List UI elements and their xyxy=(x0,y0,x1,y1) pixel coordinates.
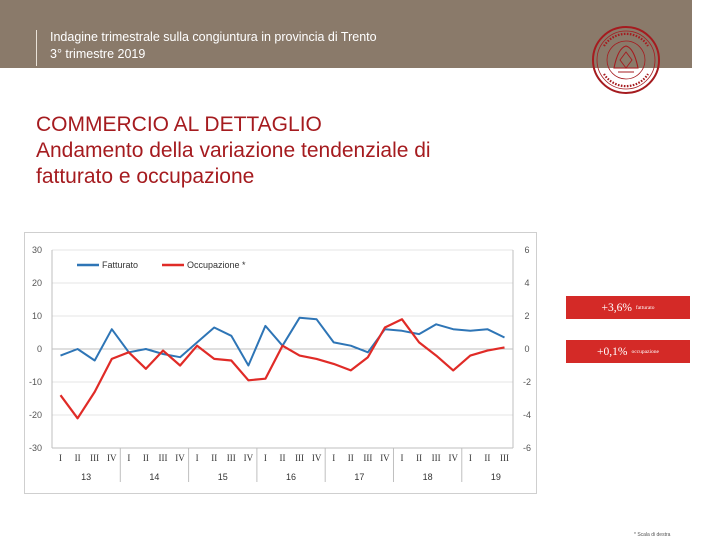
header-bar: Indagine trimestrale sulla congiuntura i… xyxy=(0,0,692,68)
left-tick-label: 10 xyxy=(32,311,42,321)
left-tick-label: 30 xyxy=(32,245,42,255)
right-tick-label: -4 xyxy=(523,410,531,420)
quarter-label: II xyxy=(211,453,217,463)
quarter-label: IV xyxy=(380,453,390,463)
quarter-label: IV xyxy=(107,453,117,463)
left-tick-label: -20 xyxy=(29,410,42,420)
quarter-label: I xyxy=(196,453,199,463)
quarter-label: IV xyxy=(175,453,185,463)
quarter-label: III xyxy=(90,453,99,463)
right-tick-label: 6 xyxy=(524,245,529,255)
quarter-label: IV xyxy=(448,453,458,463)
right-tick-label: 0 xyxy=(524,344,529,354)
legend-label: Occupazione * xyxy=(187,260,246,270)
seal-logo-icon xyxy=(592,26,660,94)
quarter-label: I xyxy=(127,453,130,463)
quarter-label: I xyxy=(469,453,472,463)
quarter-label: III xyxy=(295,453,304,463)
quarter-label: III xyxy=(227,453,236,463)
quarter-label: III xyxy=(500,453,509,463)
right-tick-label: -2 xyxy=(523,377,531,387)
occupazione-badge-value: +0,1% xyxy=(597,345,628,358)
title-line-1: COMMERCIO AL DETTAGLIO xyxy=(36,113,322,136)
fatturato-badge-value: +3,6% xyxy=(601,301,632,314)
title-line-2: Andamento della variazione tendenziale d… xyxy=(36,139,431,162)
left-tick-label: 0 xyxy=(37,344,42,354)
quarter-label: II xyxy=(416,453,422,463)
left-tick-label: -30 xyxy=(29,443,42,453)
quarter-label: IV xyxy=(244,453,254,463)
quarter-label: III xyxy=(432,453,441,463)
series-line-occupazione xyxy=(59,318,505,420)
year-label: 14 xyxy=(149,472,159,482)
fatturato-badge-label: fatturato xyxy=(635,304,655,311)
footnote: * Scala di destra xyxy=(634,532,671,538)
title-line-3: fatturato e occupazione xyxy=(36,165,255,188)
quarter-label: I xyxy=(59,453,62,463)
quarter-label: III xyxy=(158,453,167,463)
quarter-label: II xyxy=(280,453,286,463)
right-tick-label: 4 xyxy=(524,278,529,288)
year-label: 15 xyxy=(218,472,228,482)
occupazione-badge: +0,1% occupazione xyxy=(566,340,690,363)
quarter-label: I xyxy=(401,453,404,463)
header-title: Indagine trimestrale sulla congiuntura i… xyxy=(50,30,377,44)
header-subtitle: 3° trimestre 2019 xyxy=(50,47,146,61)
occupazione-badge-label: occupazione xyxy=(631,348,659,355)
header-divider xyxy=(36,30,37,66)
right-tick-label: 2 xyxy=(524,311,529,321)
quarter-label: III xyxy=(363,453,372,463)
quarter-label: I xyxy=(264,453,267,463)
year-label: 16 xyxy=(286,472,296,482)
quarter-label: II xyxy=(484,453,490,463)
left-tick-label: 20 xyxy=(32,278,42,288)
year-label: 17 xyxy=(354,472,364,482)
quarter-label: II xyxy=(348,453,354,463)
quarter-label: II xyxy=(75,453,81,463)
quarter-label: I xyxy=(332,453,335,463)
quarter-label: IV xyxy=(312,453,322,463)
right-tick-label: -6 xyxy=(523,443,531,453)
left-tick-label: -10 xyxy=(29,377,42,387)
year-label: 19 xyxy=(491,472,501,482)
year-label: 18 xyxy=(423,472,433,482)
fatturato-badge: +3,6% fatturato xyxy=(566,296,690,319)
quarter-label: II xyxy=(143,453,149,463)
legend-label: Fatturato xyxy=(102,260,138,270)
page-title: COMMERCIO AL DETTAGLIO Andamento della v… xyxy=(36,112,596,190)
year-label: 13 xyxy=(81,472,91,482)
chart-frame: 30 20 10 0 -10 -20 -30 6 4 2 0 -2 -4 -6 I II III IV I II III… xyxy=(24,232,537,494)
